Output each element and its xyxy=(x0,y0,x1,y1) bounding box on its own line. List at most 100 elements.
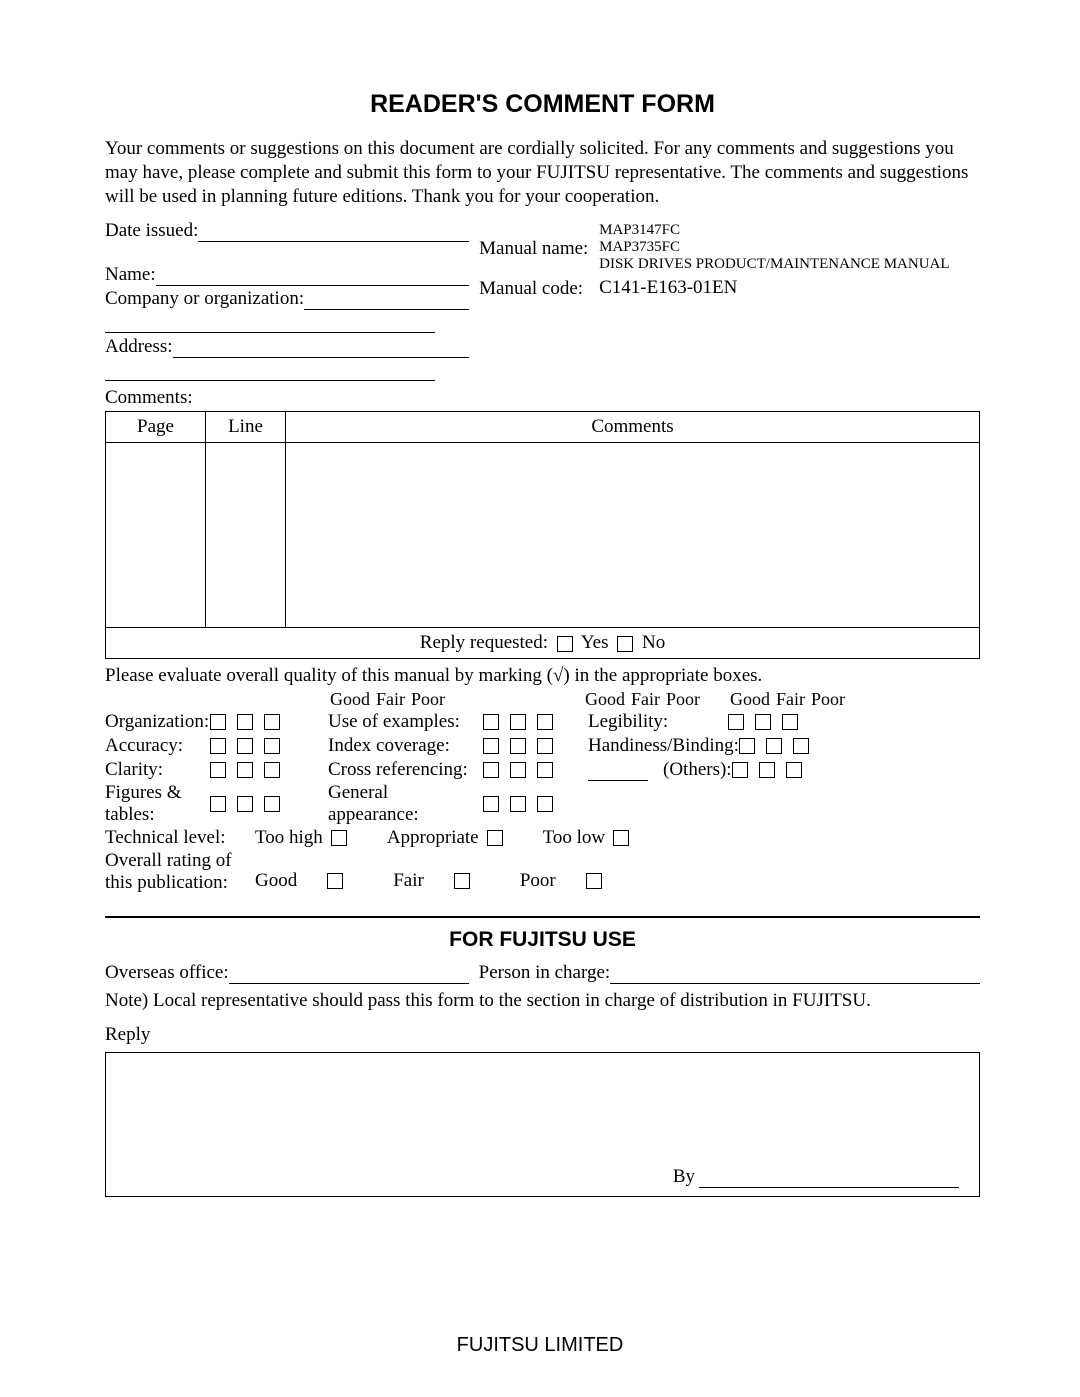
org-poor-cb[interactable] xyxy=(264,714,280,730)
fujitsu-use-heading: FOR FUJITSU USE xyxy=(105,928,980,952)
page: READER'S COMMENT FORM Your comments or s… xyxy=(0,0,1080,1397)
page-cell[interactable] xyxy=(106,443,206,628)
gfp-poor-2: Poor xyxy=(666,689,700,710)
overall-fair-label: Fair xyxy=(393,870,424,892)
by-input[interactable] xyxy=(699,1187,959,1188)
gfp-good-3: Good xyxy=(730,689,770,710)
gfp-good-2: Good xyxy=(585,689,625,710)
oth-fair-cb[interactable] xyxy=(759,762,775,778)
overseas-office-label: Overseas office: xyxy=(105,962,229,984)
manual-code-label: Manual code: xyxy=(479,278,599,300)
name-input[interactable] xyxy=(156,268,469,286)
general-app-label: General appearance: xyxy=(328,782,483,826)
overall-poor-cb[interactable] xyxy=(586,873,602,889)
comments-label: Comments: xyxy=(105,387,980,409)
acc-good-cb[interactable] xyxy=(210,738,226,754)
index-label: Index coverage: xyxy=(328,735,483,757)
line-cell[interactable] xyxy=(206,443,286,628)
too-high-cb[interactable] xyxy=(331,830,347,846)
reply-requested-row: Reply requested: Yes No xyxy=(106,628,980,659)
overall-poor-label: Poor xyxy=(520,870,556,892)
oth-poor-cb[interactable] xyxy=(786,762,802,778)
cr-poor-cb[interactable] xyxy=(537,762,553,778)
comments-cell[interactable] xyxy=(286,443,980,628)
reply-no-checkbox[interactable] xyxy=(617,636,633,652)
person-in-charge-input[interactable] xyxy=(610,962,980,984)
reply-label: Reply xyxy=(105,1024,980,1046)
clarity-label: Clarity: xyxy=(105,759,210,781)
others-input[interactable] xyxy=(588,780,648,781)
cla-poor-cb[interactable] xyxy=(264,762,280,778)
overseas-office-input[interactable] xyxy=(229,962,469,984)
hand-fair-cb[interactable] xyxy=(766,738,782,754)
eval-headers: Good Fair Poor Good Fair Poor Good Fair … xyxy=(105,689,980,710)
gfp-fair-1: Fair xyxy=(376,689,405,710)
acc-fair-cb[interactable] xyxy=(237,738,253,754)
leg-fair-cb[interactable] xyxy=(755,714,771,730)
figures-label: Figures & tables: xyxy=(105,782,210,826)
gfp-fair-3: Fair xyxy=(776,689,805,710)
leg-poor-cb[interactable] xyxy=(782,714,798,730)
manual-name-label: Manual name: xyxy=(479,238,599,260)
footer: FUJITSU LIMITED xyxy=(0,1334,1080,1357)
ex-fair-cb[interactable] xyxy=(510,714,526,730)
org-good-cb[interactable] xyxy=(210,714,226,730)
cla-fair-cb[interactable] xyxy=(237,762,253,778)
gfp-fair-2: Fair xyxy=(631,689,660,710)
gfp-poor-1: Poor xyxy=(411,689,445,710)
ex-good-cb[interactable] xyxy=(483,714,499,730)
org-fair-cb[interactable] xyxy=(237,714,253,730)
manual-name-value-2: MAP3735FC xyxy=(599,239,980,256)
overall-fair-cb[interactable] xyxy=(454,873,470,889)
idx-fair-cb[interactable] xyxy=(510,738,526,754)
appropriate-cb[interactable] xyxy=(487,830,503,846)
manual-name-value-1: MAP3147FC xyxy=(599,222,980,239)
appropriate-label: Appropriate xyxy=(387,827,479,849)
address-input-line2[interactable] xyxy=(105,361,435,381)
cr-good-cb[interactable] xyxy=(483,762,499,778)
cr-fair-cb[interactable] xyxy=(510,762,526,778)
reply-yes-checkbox[interactable] xyxy=(557,636,573,652)
fig-good-cb[interactable] xyxy=(210,796,226,812)
fig-poor-cb[interactable] xyxy=(264,796,280,812)
col-page-header: Page xyxy=(106,412,206,443)
company-input[interactable] xyxy=(304,292,469,310)
handiness-label: Handiness/Binding: xyxy=(588,735,739,757)
ga-good-cb[interactable] xyxy=(483,796,499,812)
no-label: No xyxy=(642,632,665,653)
company-label: Company or organization: xyxy=(105,288,304,310)
legibility-label: Legibility: xyxy=(588,711,728,733)
reply-box[interactable]: By xyxy=(105,1052,980,1197)
date-issued-label: Date issued: xyxy=(105,220,198,242)
manual-name-value-3: DISK DRIVES PRODUCT/MAINTENANCE MANUAL xyxy=(599,256,980,273)
person-in-charge-label: Person in charge: xyxy=(479,962,611,984)
address-input[interactable] xyxy=(173,340,470,358)
overall-label: Overall rating of this publication: xyxy=(105,850,255,894)
eval-instruction: Please evaluate overall quality of this … xyxy=(105,665,980,687)
hand-poor-cb[interactable] xyxy=(793,738,809,754)
yes-label: Yes xyxy=(581,632,609,653)
tech-level-label: Technical level: xyxy=(105,827,255,849)
fig-fair-cb[interactable] xyxy=(237,796,253,812)
ex-poor-cb[interactable] xyxy=(537,714,553,730)
overall-good-cb[interactable] xyxy=(327,873,343,889)
comments-table: Page Line Comments Reply requested: Yes … xyxy=(105,411,980,659)
cla-good-cb[interactable] xyxy=(210,762,226,778)
leg-good-cb[interactable] xyxy=(728,714,744,730)
date-issued-input[interactable] xyxy=(198,224,469,242)
too-low-cb[interactable] xyxy=(613,830,629,846)
ga-poor-cb[interactable] xyxy=(537,796,553,812)
address-label: Address: xyxy=(105,336,173,358)
idx-good-cb[interactable] xyxy=(483,738,499,754)
crossref-label: Cross referencing: xyxy=(328,759,483,781)
hand-good-cb[interactable] xyxy=(739,738,755,754)
ga-fair-cb[interactable] xyxy=(510,796,526,812)
oth-good-cb[interactable] xyxy=(732,762,748,778)
divider xyxy=(105,916,980,918)
gfp-poor-3: Poor xyxy=(811,689,845,710)
col-line-header: Line xyxy=(206,412,286,443)
info-section: Date issued: Name: Company or organizati… xyxy=(105,220,980,381)
acc-poor-cb[interactable] xyxy=(264,738,280,754)
company-input-line2[interactable] xyxy=(105,313,435,333)
idx-poor-cb[interactable] xyxy=(537,738,553,754)
